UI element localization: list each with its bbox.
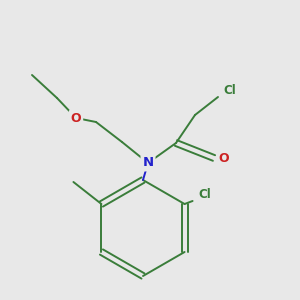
Text: N: N [142, 157, 154, 169]
Text: Cl: Cl [224, 83, 236, 97]
Text: Cl: Cl [199, 188, 212, 202]
Text: O: O [219, 152, 229, 164]
Text: O: O [71, 112, 81, 124]
